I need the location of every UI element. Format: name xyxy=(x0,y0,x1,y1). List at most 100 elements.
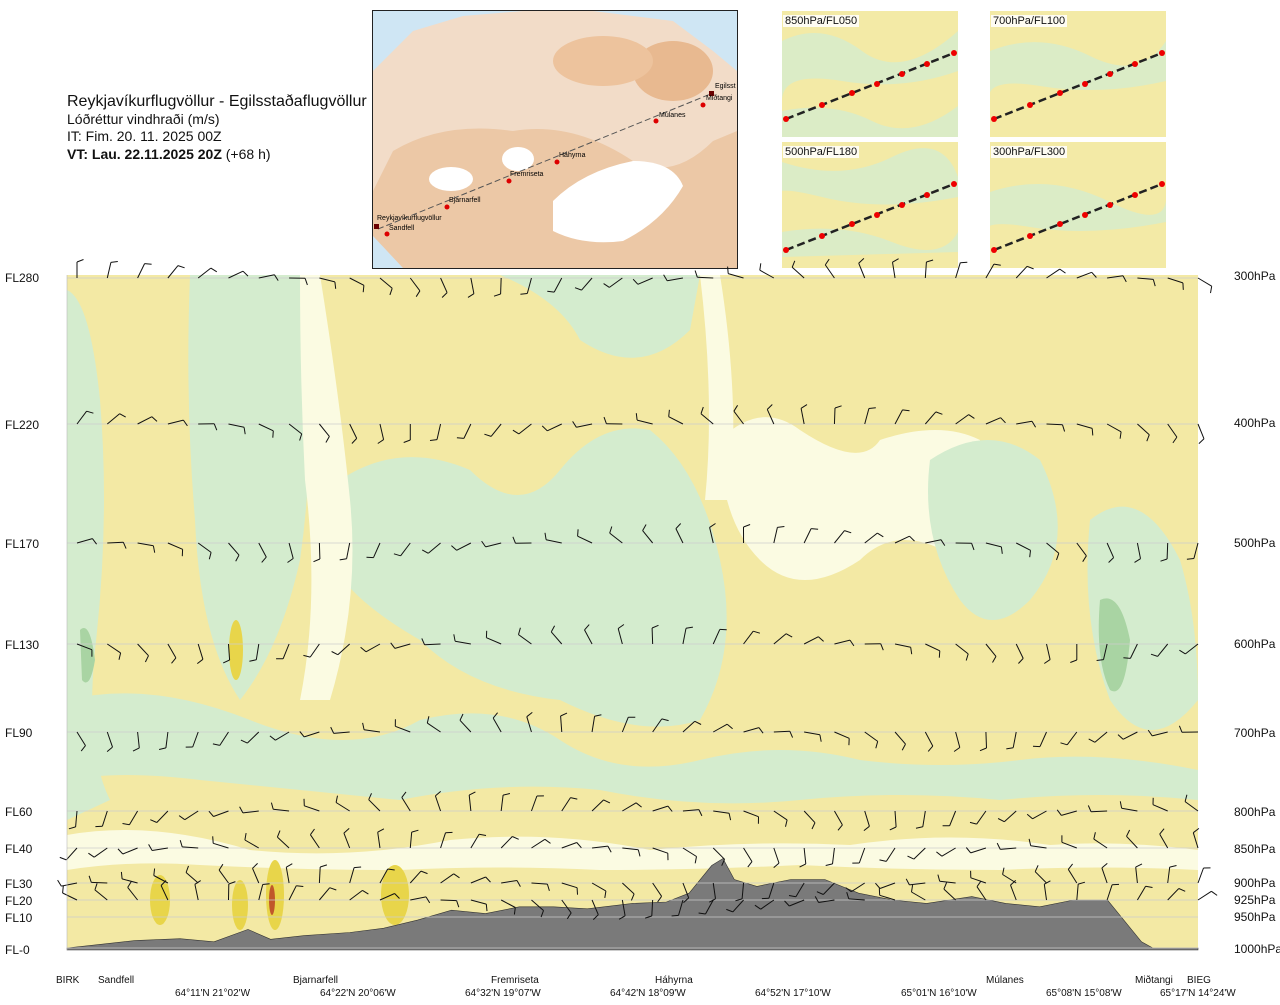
wind-barb xyxy=(591,882,607,898)
wind-barb xyxy=(1197,277,1213,294)
wind-barb xyxy=(88,875,108,884)
coord-label-8: 65°17'N 14°24'W xyxy=(1160,988,1236,999)
wind-barb xyxy=(493,277,502,297)
thumbnail-300hpa-map xyxy=(990,142,1166,268)
wind-barb xyxy=(127,881,138,901)
wind-barb xyxy=(95,810,108,828)
wind-barb xyxy=(621,716,636,733)
wind-barb xyxy=(955,261,968,279)
wind-barb xyxy=(228,542,240,562)
wind-barb xyxy=(313,542,321,563)
wind-barb xyxy=(1016,420,1037,428)
thumbnail-300hpa[interactable]: 300hPa/FL300 xyxy=(990,142,1166,268)
wind-barb xyxy=(390,642,411,649)
wind-barb xyxy=(227,881,236,901)
wind-barb xyxy=(137,416,158,425)
level-lines xyxy=(67,277,1198,949)
wind-barb xyxy=(258,883,270,901)
wind-barb xyxy=(1106,542,1115,563)
wind-barb xyxy=(591,899,599,920)
wind-barb xyxy=(907,847,926,860)
wind-barb xyxy=(120,871,138,884)
wind-barb xyxy=(577,529,593,544)
wind-barb xyxy=(68,810,78,830)
wind-barb xyxy=(773,526,785,544)
thumbnail-700hpa[interactable]: 700hPa/FL100 xyxy=(990,11,1166,137)
wind-barb xyxy=(1015,265,1034,279)
wind-barb xyxy=(379,277,393,296)
wind-barb xyxy=(894,409,910,425)
wind-barb xyxy=(803,636,824,645)
wind-barb xyxy=(1056,809,1077,816)
route-title: Reykjavíkurflugvöllur - Egilsstaðaflugvö… xyxy=(67,93,367,110)
wind-barb xyxy=(269,731,290,741)
wind-barb xyxy=(62,885,78,901)
coord-label-5: 64°52'N 17°10'W xyxy=(755,988,831,999)
land-highland xyxy=(373,128,737,268)
wind-barb xyxy=(288,885,304,901)
wind-barb xyxy=(76,259,84,278)
wind-barb xyxy=(401,791,411,812)
wind-barb xyxy=(1184,794,1199,812)
wind-barb xyxy=(409,870,428,884)
wind-barb xyxy=(319,277,337,289)
wind-barb xyxy=(970,870,987,884)
wind-barb xyxy=(526,712,533,733)
wind-barb xyxy=(485,630,502,645)
map-label-mulanes: Múlanes xyxy=(659,112,686,119)
wind-barb xyxy=(550,625,563,645)
wind-barb xyxy=(366,542,381,559)
wind-barb xyxy=(421,638,441,646)
wind-barb xyxy=(394,719,411,733)
wind-barb xyxy=(875,882,896,889)
wind-barb xyxy=(360,643,381,653)
wind-barb xyxy=(799,847,807,868)
wind-barb xyxy=(1167,423,1178,444)
wind-barb xyxy=(924,259,934,279)
level-label-fl90: FL90 xyxy=(5,726,33,740)
wind-barb xyxy=(759,263,775,279)
wind-barb xyxy=(603,416,623,425)
level-label-fl280: FL280 xyxy=(5,271,40,285)
wind-barb xyxy=(915,810,926,829)
wind-barb xyxy=(544,532,562,544)
wind-barb xyxy=(1070,643,1078,663)
wind-barb xyxy=(572,421,593,428)
level-label-850hpa: 850hPa xyxy=(1234,842,1276,856)
wind-barb xyxy=(57,879,78,887)
wind-barb xyxy=(864,532,884,544)
wind-barb xyxy=(743,630,761,645)
wind-barb xyxy=(1096,643,1108,661)
wind-barb xyxy=(632,277,653,285)
waypoint-label-birk: BIRK xyxy=(56,975,80,986)
wind-barb xyxy=(132,731,140,752)
wind-barb xyxy=(652,718,669,733)
wind-barb xyxy=(270,802,290,812)
level-label-fl30: FL30 xyxy=(5,877,33,891)
wind-barb xyxy=(467,277,475,298)
wind-barb xyxy=(541,423,562,432)
wind-barb xyxy=(379,868,395,884)
wind-barb xyxy=(1178,725,1199,733)
wind-barb xyxy=(834,731,850,746)
valid-time-bold: VT: Lau. 22.11.2025 20Z xyxy=(67,145,222,162)
wind-barb xyxy=(561,899,572,920)
wind-barb xyxy=(622,882,635,901)
wind-barb xyxy=(1137,423,1150,442)
wind-barb xyxy=(743,727,764,734)
wind-barb xyxy=(682,809,703,817)
wind-barb xyxy=(153,868,169,884)
thumbnail-500hpa[interactable]: 500hPa/FL180 xyxy=(782,142,958,268)
wind-barb xyxy=(393,542,411,557)
wind-barb xyxy=(1015,643,1024,664)
wind-barb xyxy=(784,899,805,907)
wind-barb xyxy=(925,539,946,546)
wind-barb xyxy=(969,810,987,825)
thumbnail-850hpa[interactable]: 850hPa/FL050 xyxy=(782,11,958,137)
coord-label-6: 65°01'N 16°10'W xyxy=(901,988,977,999)
wind-barb xyxy=(531,899,544,918)
wind-barb xyxy=(197,542,212,560)
wind-barb xyxy=(179,840,199,849)
waypoint-label-bieg: BIEG xyxy=(1187,975,1211,986)
thumbnail-700hpa-label: 700hPa/FL100 xyxy=(991,15,1068,27)
